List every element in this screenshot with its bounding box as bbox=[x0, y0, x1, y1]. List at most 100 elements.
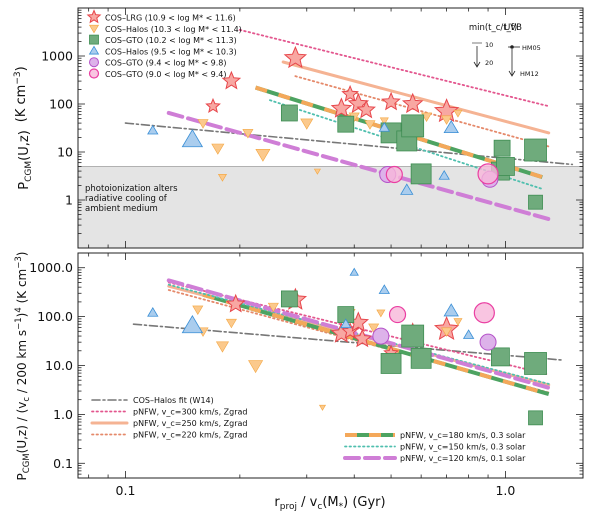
data-point-halos_hi bbox=[318, 404, 327, 411]
model-line-p120 bbox=[166, 110, 551, 222]
inset-uvb-arrowhead bbox=[508, 70, 516, 77]
y-axis-label: PCGM(U,z) (K cm−3) bbox=[13, 66, 34, 189]
legend-label: COS–LRG (10.9 < log M* < 11.6) bbox=[105, 14, 236, 23]
legend-label: pNFW, v_c=250 km/s, Zgrad bbox=[133, 419, 248, 428]
data-point-lrg bbox=[352, 328, 373, 348]
data-point-halos_lo bbox=[340, 318, 352, 329]
data-point-halos_hi bbox=[267, 302, 279, 313]
data-point-halos_lo bbox=[400, 183, 414, 195]
inset-value-20: 20 bbox=[485, 59, 493, 67]
data-point-halos_lo bbox=[181, 314, 204, 334]
inset-arrowhead bbox=[473, 61, 481, 68]
y-tick-label: 100.0 bbox=[37, 309, 73, 324]
y-tick-label: 1000 bbox=[41, 49, 73, 64]
data-point-halos_lo bbox=[462, 329, 475, 339]
y-tick-label: 10 bbox=[57, 145, 73, 160]
data-point-halos_lo bbox=[438, 169, 450, 180]
data-point-halos_lo bbox=[147, 124, 159, 135]
data-point-lrg bbox=[356, 99, 376, 119]
data-point-halos_hi bbox=[248, 360, 264, 374]
data-point-halos_hi bbox=[453, 318, 463, 326]
data-point-gto_hi bbox=[410, 163, 432, 185]
data-point-halos_lo bbox=[443, 119, 459, 134]
data-point-halos_hi bbox=[368, 323, 380, 334]
band-annotation: ambient medium bbox=[85, 204, 158, 214]
y-tick-label: 1000.0 bbox=[29, 260, 73, 275]
data-point-lrg bbox=[381, 91, 401, 111]
y-axis-label: PCGM(U,z) / (vc / 200 km s−1)4 (K cm−3) bbox=[14, 252, 32, 481]
data-point-halos_hi bbox=[313, 168, 321, 175]
data-point-gto_hi bbox=[280, 104, 298, 122]
legend-label: COS–Halos (10.3 < log M* < 11.4) bbox=[105, 25, 242, 34]
data-point-halos_hi bbox=[441, 327, 453, 337]
y-tick-label: 1.0 bbox=[53, 407, 73, 422]
y-axis-label-part: (U,z) / (v bbox=[15, 402, 29, 454]
data-point-lrg bbox=[401, 92, 424, 114]
data-point-gto_hi bbox=[401, 324, 425, 348]
legend-label: pNFW, v_c=180 km/s, 0.3 solar bbox=[400, 431, 526, 440]
x-axis-label: rproj / vc(M*) (Gyr) bbox=[274, 495, 385, 512]
data-point-gto_hi bbox=[524, 138, 547, 162]
data-point-gto_hi bbox=[493, 139, 511, 157]
legend-label: COS–Halos (9.5 < log M* < 10.3) bbox=[105, 47, 237, 56]
legend-marker-gto_hi bbox=[89, 34, 99, 45]
data-point-gto_mid bbox=[479, 333, 497, 351]
data-point-gto_mid bbox=[372, 327, 390, 345]
legend-marker-halos_hi bbox=[88, 24, 100, 34]
data-point-gto_hi bbox=[337, 115, 355, 133]
y-axis-label-part: −3 bbox=[14, 256, 24, 269]
data-point-lrg bbox=[330, 97, 353, 118]
inset-value-10: 10 bbox=[485, 41, 493, 49]
y-axis-label-part: / 200 km s bbox=[15, 330, 29, 397]
data-point-halos_lo bbox=[147, 306, 159, 317]
legend-marker-halos_lo bbox=[88, 45, 100, 55]
data-point-halos_hi bbox=[255, 148, 271, 162]
data-point-halos_hi bbox=[211, 143, 225, 155]
data-point-halos_lo bbox=[378, 121, 391, 132]
x-axis-label-part: (M bbox=[322, 495, 338, 510]
y-axis-label-part: ) bbox=[15, 313, 29, 318]
plot-frame bbox=[77, 252, 584, 479]
legend-label: COS–GTO (10.2 < log M* < 11.3) bbox=[105, 36, 237, 45]
data-point-lrg bbox=[225, 293, 246, 313]
data-point-gto_hi bbox=[491, 347, 510, 367]
y-tick-label: 1 bbox=[65, 193, 73, 208]
y-axis-label-part: P bbox=[17, 182, 32, 190]
y-axis-label-part: CGM bbox=[24, 161, 34, 182]
legend-marker-gto_mid bbox=[89, 57, 99, 68]
plot-frame bbox=[77, 7, 584, 249]
data-point-halos_hi bbox=[217, 173, 227, 182]
x-axis-label-part: r bbox=[274, 495, 280, 510]
data-point-gto_lo bbox=[385, 165, 403, 184]
y-axis-label-part: −1 bbox=[14, 317, 24, 330]
band-annotation: radiative cooling of bbox=[85, 194, 168, 204]
data-point-halos_lo bbox=[443, 303, 459, 317]
legend-label: pNFW, v_c=120 km/s, 0.1 solar bbox=[400, 454, 526, 463]
y-axis-label-part: −3 bbox=[13, 71, 23, 84]
y-axis-label-part: (U,z) bbox=[17, 130, 32, 161]
x-tick-label: 0.1 bbox=[116, 483, 136, 498]
data-point-halos_lo bbox=[378, 284, 391, 294]
data-point-lrg bbox=[221, 70, 242, 90]
legend-marker-gto_lo bbox=[88, 68, 100, 79]
inset-hm05: HM05 bbox=[522, 44, 541, 52]
data-point-halos_hi bbox=[364, 120, 376, 130]
data-point-gto_lo bbox=[477, 163, 499, 185]
data-point-gto_hi bbox=[528, 410, 543, 426]
y-tick-label: 100 bbox=[49, 97, 73, 112]
data-point-halos_hi bbox=[300, 118, 314, 130]
data-point-halos_hi bbox=[215, 341, 229, 353]
data-point-halos_hi bbox=[453, 109, 463, 118]
data-point-gto_hi bbox=[280, 290, 298, 308]
x-axis-label-part: ) (Gyr) bbox=[343, 495, 385, 510]
y-axis-label-part: P bbox=[15, 473, 29, 480]
data-point-halos_lo bbox=[181, 128, 204, 148]
y-axis-label-part: (K cm bbox=[14, 85, 29, 123]
x-axis-label-part: / v bbox=[297, 495, 318, 510]
legend-label: COS–GTO (9.0 < log M* < 9.4) bbox=[105, 70, 227, 79]
x-axis-label-part: proj bbox=[280, 502, 297, 512]
legend-label: COS–GTO (9.4 < log M* < 9.8) bbox=[105, 59, 227, 68]
data-point-gto_hi bbox=[528, 194, 543, 210]
